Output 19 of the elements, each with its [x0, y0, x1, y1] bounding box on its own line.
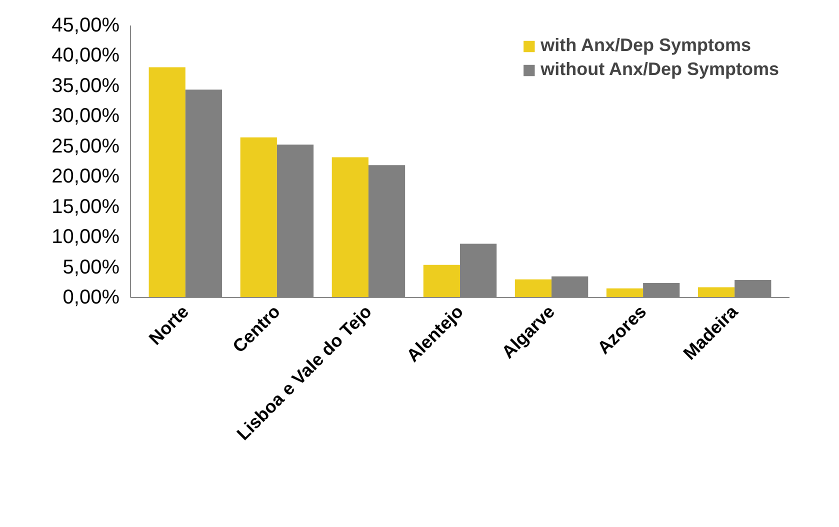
y-tick-label: 35,00%: [52, 74, 120, 97]
y-tick-label: 5,00%: [62, 256, 120, 278]
y-tick-label: 45,00%: [52, 14, 120, 36]
legend-label: with Anx/Dep Symptoms: [540, 35, 752, 56]
y-tick-label: 20,00%: [52, 166, 120, 188]
bar: [240, 137, 277, 298]
bar: [606, 288, 644, 298]
y-tick-label: 30,00%: [52, 105, 120, 128]
y-tick-label: 25,00%: [52, 135, 120, 158]
legend-label: without Anx/Dep Symptoms: [540, 59, 779, 80]
bar: [698, 287, 735, 298]
y-tick-label: 15,00%: [52, 196, 120, 218]
bar: [423, 264, 460, 298]
y-tick-label: 40,00%: [52, 44, 120, 67]
bar: [514, 279, 552, 298]
bar: [148, 67, 186, 298]
y-tick-label: 0,00%: [62, 286, 120, 308]
bar: [332, 157, 368, 298]
y-tick-label: 10,00%: [52, 226, 120, 248]
